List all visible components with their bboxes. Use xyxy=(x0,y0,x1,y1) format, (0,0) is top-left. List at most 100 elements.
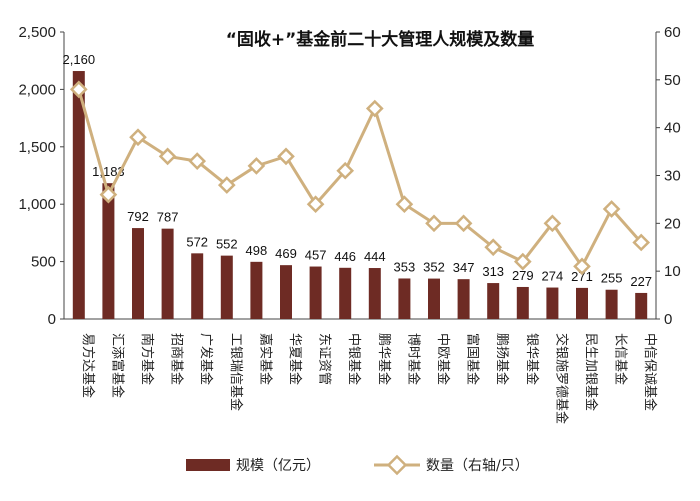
category-label: 广发基金 xyxy=(198,333,214,385)
count-point xyxy=(365,99,384,118)
bar xyxy=(546,287,559,319)
category-label: 长信基金 xyxy=(613,333,629,385)
bar xyxy=(368,268,381,319)
count-point xyxy=(632,233,651,252)
bar-value-label: 279 xyxy=(512,268,534,283)
bar xyxy=(161,228,174,319)
legend-line-marker xyxy=(386,454,408,476)
category-label: 东证资管 xyxy=(317,333,332,385)
right-tick-label: 0 xyxy=(664,311,672,328)
chart-title: “固收+”基金前二十大管理人规模及数量 xyxy=(226,29,535,50)
category-label: 鹏华基金 xyxy=(376,333,392,385)
count-point xyxy=(602,200,621,218)
count-point xyxy=(129,128,147,147)
right-tick-label: 30 xyxy=(664,168,681,185)
category-label: 招商基金 xyxy=(169,333,185,385)
category-label: 中信保诚基金 xyxy=(642,333,658,411)
bars-group xyxy=(72,71,648,319)
bar xyxy=(339,267,352,319)
bar xyxy=(250,261,263,319)
count-point xyxy=(277,147,295,166)
category-label: 民生加银基金 xyxy=(583,333,599,411)
count-point xyxy=(513,252,532,271)
count-point xyxy=(484,238,503,257)
bar xyxy=(487,283,500,319)
category-label: 交银施罗德基金 xyxy=(553,333,569,424)
count-point xyxy=(69,80,88,99)
bar-value-label: 552 xyxy=(216,237,238,252)
count-point xyxy=(395,195,414,214)
bar-value-label: 255 xyxy=(601,271,623,286)
category-label: 鹏扬基金 xyxy=(494,333,510,385)
bar-value-label: 2,160 xyxy=(63,52,96,67)
count-point xyxy=(188,152,207,170)
bar xyxy=(102,183,115,319)
count-point xyxy=(158,147,177,166)
bar-value-label: 444 xyxy=(364,249,386,264)
bar xyxy=(398,278,411,319)
category-label: 工银瑞信基金 xyxy=(228,333,244,411)
category-label: 南方基金 xyxy=(139,333,155,385)
right-tick-label: 40 xyxy=(664,120,681,137)
category-label: 银华基金 xyxy=(524,333,540,385)
category-label: 嘉实基金 xyxy=(257,333,273,385)
count-point xyxy=(247,157,266,175)
count-point xyxy=(99,185,118,204)
count-point xyxy=(336,161,355,180)
bar-value-label: 313 xyxy=(482,264,504,279)
bar xyxy=(72,71,85,319)
right-tick-label: 50 xyxy=(664,72,681,89)
right-tick-label: 10 xyxy=(664,263,681,280)
left-tick-label: 0 xyxy=(48,311,56,328)
bar xyxy=(309,266,322,319)
left-tick-label: 2,500 xyxy=(18,24,56,41)
legend-bar-label: 规模（亿元） xyxy=(236,458,320,474)
count-point xyxy=(573,257,591,276)
left-tick-label: 1,000 xyxy=(18,196,56,213)
bar xyxy=(457,279,470,319)
category-labels-group: 易方达基金 汇添富基金 南方基金 招商基金 广发基金 工银瑞信基金 嘉实基金 华夏基金 东证资管… xyxy=(80,333,658,424)
bar-value-label: 792 xyxy=(127,209,149,224)
bar xyxy=(428,278,440,319)
category-label: 中欧基金 xyxy=(435,333,451,385)
category-label: 华夏基金 xyxy=(287,333,303,385)
count-point xyxy=(454,214,473,233)
left-tick-label: 2,000 xyxy=(18,81,56,98)
legend-bar-swatch xyxy=(186,459,230,471)
bar-value-label: 498 xyxy=(246,243,268,258)
bar-value-label: 347 xyxy=(453,260,475,275)
category-label: 中银基金 xyxy=(346,333,362,385)
bar xyxy=(220,255,233,319)
bar-value-label: 353 xyxy=(394,259,416,274)
count-point xyxy=(425,214,443,233)
category-label: 汇添富基金 xyxy=(109,333,125,398)
bar-value-label: 274 xyxy=(542,269,564,284)
bar-value-label: 446 xyxy=(334,249,356,264)
bar-value-label: 469 xyxy=(275,246,297,261)
bar xyxy=(605,289,618,319)
left-tick-label: 500 xyxy=(31,254,56,271)
bar xyxy=(132,228,144,319)
category-label: 富国基金 xyxy=(465,333,481,385)
right-tick-label: 20 xyxy=(664,215,681,232)
bar xyxy=(576,287,588,319)
line-series-group xyxy=(69,80,651,276)
count-point xyxy=(543,214,562,233)
bar-value-label: 352 xyxy=(423,260,445,275)
bar xyxy=(635,292,648,319)
legend: 规模（亿元） 数量（右轴/只） xyxy=(186,454,529,476)
count-point xyxy=(306,195,325,214)
category-label: 易方达基金 xyxy=(80,333,96,398)
left-tick-label: 1,500 xyxy=(18,139,56,156)
bar xyxy=(191,253,204,319)
bar-value-label: 787 xyxy=(157,210,179,225)
right-tick-label: 60 xyxy=(664,24,681,41)
bar-value-label: 227 xyxy=(630,274,652,289)
bar-value-label: 271 xyxy=(571,269,593,284)
legend-line-label: 数量（右轴/只） xyxy=(426,458,529,474)
bar xyxy=(516,286,529,319)
category-label: 博时基金 xyxy=(405,333,421,385)
count-point xyxy=(217,176,236,194)
